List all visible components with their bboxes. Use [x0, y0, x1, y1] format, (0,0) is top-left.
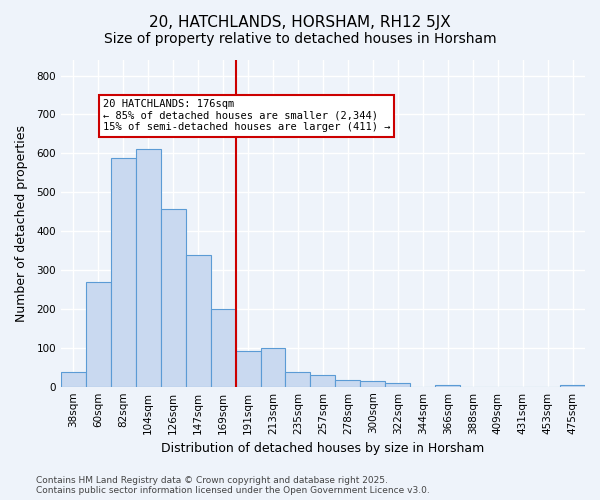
Bar — [136, 150, 161, 386]
Text: 20, HATCHLANDS, HORSHAM, RH12 5JX: 20, HATCHLANDS, HORSHAM, RH12 5JX — [149, 15, 451, 30]
Bar — [335, 380, 361, 386]
X-axis label: Distribution of detached houses by size in Horsham: Distribution of detached houses by size … — [161, 442, 485, 455]
Text: Contains HM Land Registry data © Crown copyright and database right 2025.
Contai: Contains HM Land Registry data © Crown c… — [36, 476, 430, 495]
Y-axis label: Number of detached properties: Number of detached properties — [15, 125, 28, 322]
Bar — [310, 375, 335, 386]
Bar — [161, 209, 185, 386]
Bar — [185, 255, 211, 386]
Text: 20 HATCHLANDS: 176sqm
← 85% of detached houses are smaller (2,344)
15% of semi-d: 20 HATCHLANDS: 176sqm ← 85% of detached … — [103, 99, 390, 132]
Bar — [236, 351, 260, 386]
Bar — [361, 381, 385, 386]
Text: Size of property relative to detached houses in Horsham: Size of property relative to detached ho… — [104, 32, 496, 46]
Bar — [111, 158, 136, 386]
Bar — [86, 282, 111, 387]
Bar — [286, 372, 310, 386]
Bar — [260, 348, 286, 387]
Bar — [560, 384, 585, 386]
Bar — [211, 309, 236, 386]
Bar — [61, 372, 86, 386]
Bar — [435, 384, 460, 386]
Bar — [385, 383, 410, 386]
